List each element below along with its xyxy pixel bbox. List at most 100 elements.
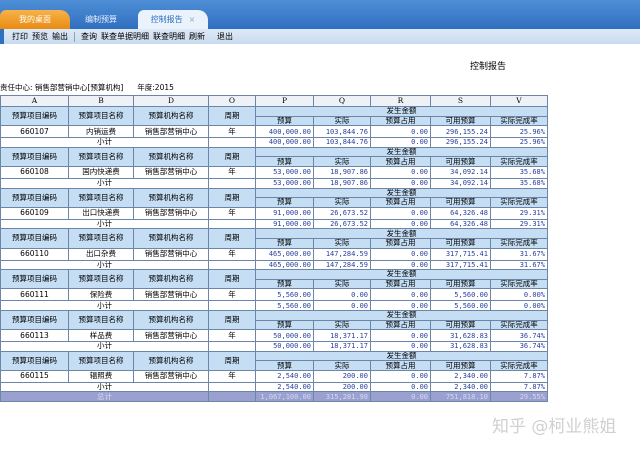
header-name: 预算项目名称 xyxy=(68,350,134,371)
subtotal-cell: 53,000.00 xyxy=(255,177,314,189)
subtotal-cell: 34,092.14 xyxy=(430,177,491,189)
header-code: 预算项目编码 xyxy=(0,309,69,331)
empty-cell xyxy=(208,218,256,230)
empty-cell xyxy=(208,300,256,311)
header-amount: 发生金额 xyxy=(255,309,548,321)
subtotal-cell: 31,628.83 xyxy=(430,341,491,352)
subtotal-cell: 5,560.00 xyxy=(430,300,491,311)
header-amount: 发生金额 xyxy=(255,350,548,362)
header-code: 预算项目编码 xyxy=(0,350,69,371)
export-button[interactable]: 输出 xyxy=(52,32,68,41)
header-amount: 发生金额 xyxy=(255,106,548,117)
item-code: 660113 xyxy=(0,329,69,343)
amount-cell: 64,326.48 xyxy=(430,206,491,220)
amount-cell: 465,000.00 xyxy=(255,247,314,261)
tab-bar: 我的桌面 编制预算 控制报告 × xyxy=(0,0,640,29)
subtotal-cell: 0.00% xyxy=(490,300,548,311)
org-name: 销售部营销中心 xyxy=(133,329,209,343)
refresh-button[interactable]: 刷新 xyxy=(189,32,205,41)
header-code: 预算项目编码 xyxy=(0,105,69,127)
report-table: A B D O P Q R S V 预算项目编码 预算项目名称 预算机构名称 周期 发生金额 预算 实际 预算占… xyxy=(0,95,548,403)
subtotal-cell: 29.31% xyxy=(490,218,548,230)
subtotal-label: 小计 xyxy=(0,259,209,271)
org-name: 销售部营销中心 xyxy=(133,369,209,383)
header-row: 预算项目编码 预算项目名称 预算机构名称 周期 发生金额 xyxy=(0,228,548,249)
empty-cell xyxy=(208,391,256,403)
subtotal-cell: 0.00 xyxy=(370,137,431,148)
total-label: 总计 xyxy=(0,391,209,403)
subtotal-cell: 0.00 xyxy=(370,300,431,311)
header-period: 周期 xyxy=(208,187,256,208)
tab-budget-edit[interactable]: 编制预算 xyxy=(85,15,117,24)
amount-cell: 31,628.83 xyxy=(430,329,491,343)
subheader: 可用预算 xyxy=(430,278,491,290)
subtotal-label: 小计 xyxy=(0,218,209,230)
watermark: 知乎 @柯业熊姐 xyxy=(492,417,617,437)
amount-cell: 400,000.00 xyxy=(255,125,314,139)
total-row: 总计 1,067,100.00 315,281.90 0.00 751,818.10 29… xyxy=(0,391,548,403)
amount-cell: 2,540.00 xyxy=(255,369,314,383)
table-row: 660111 保险费 销售部营销中心年 5,560.00 0.00 0.00 5,560.0… xyxy=(0,288,548,302)
subtotal-row: 小计 53,000.00 18,907.86 0.00 34,092.14 35.68% xyxy=(0,177,548,189)
org-name: 销售部营销中心 xyxy=(133,125,209,139)
subtotal-cell: 400,000.00 xyxy=(255,137,314,148)
close-icon[interactable]: × xyxy=(188,15,196,24)
subheader: 实际完成率 xyxy=(490,278,548,290)
amount-cell: 0.00 xyxy=(370,206,431,220)
subheader: 可用预算 xyxy=(430,237,491,249)
column-letter: D xyxy=(133,95,209,107)
tab-control-report[interactable]: 控制报告 × xyxy=(138,10,208,29)
print-button[interactable]: 打印 xyxy=(12,32,28,41)
subheader: 实际完成率 xyxy=(490,156,548,167)
header-org: 预算机构名称 xyxy=(133,269,209,290)
subtotal-row: 小计 2,540.00 200.00 0.00 2,340.00 7.87% xyxy=(0,381,548,393)
column-letter: B xyxy=(68,95,134,107)
amount-cell: 36.74% xyxy=(490,329,548,343)
tab-label: 控制报告 xyxy=(150,15,183,24)
subtotal-row: 小计 465,000.00 147,284.59 0.00 317,715.41 31.6… xyxy=(0,259,548,271)
amount-cell: 25.96% xyxy=(490,125,548,139)
subheader: 可用预算 xyxy=(430,115,491,127)
subtotal-row: 小计 400,000.00 103,844.76 0.00 296,155.24 25.9… xyxy=(0,137,548,148)
exit-button[interactable]: 退出 xyxy=(217,32,233,41)
total-cell: 0.00 xyxy=(370,391,431,403)
subheader-row: 预算 实际 预算占用 可用预算 实际完成率 xyxy=(1,278,548,290)
subheader: 预算占用 xyxy=(370,278,431,290)
header-row: 预算项目编码 预算项目名称 预算机构名称 周期 发生金额 xyxy=(0,269,548,290)
query-button[interactable]: 查询 xyxy=(81,32,97,41)
header-name: 预算项目名称 xyxy=(68,187,134,208)
drill-voucher-button[interactable]: 联查单据明细 xyxy=(101,32,149,41)
subheader: 实际完成率 xyxy=(490,197,548,208)
subheader: 实际 xyxy=(313,278,371,290)
table-row: 660110 出口杂费 销售部营销中心年 465,000.00 147,284.59 0.… xyxy=(0,247,548,261)
tab-my-desktop[interactable]: 我的桌面 xyxy=(0,10,70,29)
org-name: 销售部营销中心 xyxy=(133,247,209,261)
item-name: 出口快递费 xyxy=(68,206,134,220)
subheader: 实际 xyxy=(313,319,371,331)
subheader: 预算 xyxy=(255,197,314,208)
header-org: 预算机构名称 xyxy=(133,187,209,208)
subtotal-label: 小计 xyxy=(0,381,209,393)
amount-cell: 0.00 xyxy=(370,369,431,383)
header-row: 预算项目编码 预算项目名称 预算机构名称 周期 发生金额 xyxy=(0,309,548,331)
table-row: 660107 内销运费 销售部营销中心年 400,000.00 103,844.76 0.… xyxy=(0,125,548,139)
header-name: 预算项目名称 xyxy=(68,269,134,290)
header-name: 预算项目名称 xyxy=(68,146,134,167)
header-period: 周期 xyxy=(208,146,256,167)
fiscal-year: 年度:2015 xyxy=(137,83,174,92)
total-cell: 315,281.90 xyxy=(313,391,371,403)
subheader: 预算占用 xyxy=(370,237,431,249)
item-code: 660115 xyxy=(0,369,69,383)
header-period: 周期 xyxy=(208,105,256,127)
subheader: 实际 xyxy=(313,360,371,371)
amount-cell: 0.00 xyxy=(370,125,431,139)
drill-detail-button[interactable]: 联查明细 xyxy=(153,32,185,41)
subheader: 实际完成率 xyxy=(490,319,548,331)
org-name: 销售部营销中心 xyxy=(133,165,209,179)
header-name: 预算项目名称 xyxy=(68,105,134,127)
amount-cell: 296,155.24 xyxy=(430,125,491,139)
subheader-row: 预算 实际 预算占用 可用预算 实际完成率 xyxy=(1,360,548,371)
preview-button[interactable]: 预览 xyxy=(32,32,48,41)
subtotal-label: 小计 xyxy=(0,137,209,148)
header-code: 预算项目编码 xyxy=(0,146,69,167)
